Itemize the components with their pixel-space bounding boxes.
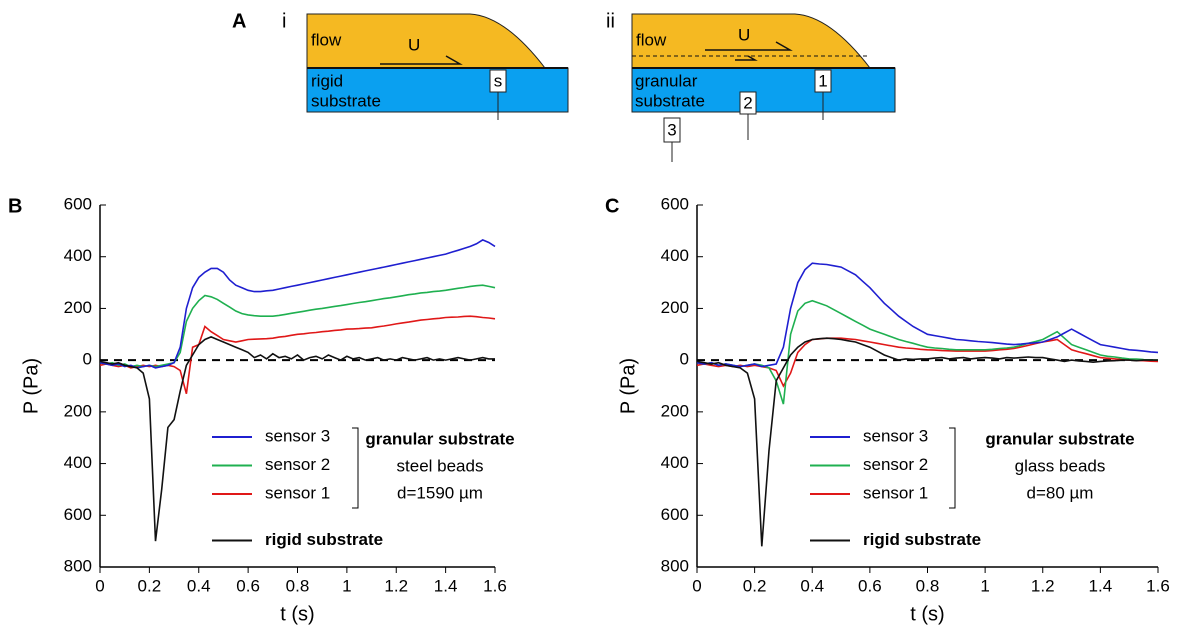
subpanel-label: i (282, 10, 286, 32)
velocity-arrow (735, 55, 758, 61)
x-tick-label: 0 (95, 576, 104, 595)
x-tick-label: 1.6 (483, 576, 507, 595)
data-line (696, 262, 1159, 368)
sensor-label: 3 (667, 120, 676, 139)
y-tick-label: 600 (64, 505, 92, 524)
legend-bracket (949, 427, 956, 509)
substrate (306, 67, 569, 113)
x-tick-label: 1 (980, 576, 989, 595)
legend-label: sensor 3 (863, 426, 928, 445)
sensor-box (663, 117, 681, 143)
x-tick-label: 0.4 (187, 576, 211, 595)
y-tick-label: 200 (64, 401, 92, 420)
x-axis-label: t (s) (280, 603, 314, 625)
y-tick-label: 800 (661, 556, 689, 575)
y-tick-label: 400 (661, 246, 689, 265)
x-tick-label: 0.8 (916, 576, 940, 595)
sensor-box (814, 69, 832, 93)
legend-label: sensor 3 (265, 426, 330, 445)
x-axis-label: t (s) (910, 603, 944, 625)
x-tick-label: 0.6 (236, 576, 260, 595)
flow-label: flow (311, 30, 342, 49)
data-line (696, 337, 1158, 547)
legend-label: sensor 2 (265, 455, 330, 474)
velocity-arrow (380, 55, 463, 65)
velocity-label: U (408, 35, 420, 54)
y-tick-label: 200 (64, 298, 92, 317)
substrate-label: granular (635, 71, 698, 90)
sensor-label: s (494, 71, 503, 90)
data-line (99, 284, 496, 368)
flow-label: flow (636, 30, 667, 49)
legend-label: sensor 1 (265, 483, 330, 502)
legend-label: rigid substrate (265, 530, 383, 549)
velocity-arrow (705, 41, 793, 51)
data-line (99, 238, 496, 369)
substrate (631, 67, 896, 113)
x-tick-label: 1.6 (1146, 576, 1170, 595)
legend-label: sensor 2 (863, 455, 928, 474)
substrate-label: rigid (311, 71, 343, 90)
y-tick-label: 0 (83, 350, 92, 369)
diagram: A i flow U rigid substrate s ii flow U g… (232, 10, 896, 162)
x-tick-label: 0 (692, 576, 701, 595)
sensor-box (739, 91, 757, 115)
y-tick-label: 600 (661, 194, 689, 213)
x-tick-label: 0.2 (138, 576, 162, 595)
x-tick-label: 0.4 (800, 576, 824, 595)
data-line (99, 336, 495, 542)
x-tick-label: 1 (342, 576, 351, 595)
annotation: granular substrate (985, 429, 1134, 448)
velocity-label: U (738, 25, 750, 44)
subpanel-label: ii (606, 10, 615, 32)
y-axis-label: P (Pa) (617, 358, 639, 414)
sensor-label: 1 (818, 71, 827, 90)
x-tick-label: 0.2 (743, 576, 767, 595)
x-tick-label: 1.2 (1031, 576, 1055, 595)
annotation: d=80 µm (1027, 483, 1094, 502)
data-line (696, 299, 1159, 405)
data-line (696, 337, 1159, 388)
y-tick-label: 0 (680, 350, 689, 369)
panel-label: B (8, 195, 22, 217)
sensor-box (489, 69, 507, 93)
y-tick-label: 200 (661, 401, 689, 420)
y-tick-label: 800 (64, 556, 92, 575)
panel-label: A (232, 10, 246, 32)
y-tick-label: 600 (661, 505, 689, 524)
sensor-label: 2 (743, 93, 752, 112)
y-tick-label: 400 (64, 246, 92, 265)
annotation: d=1590 µm (397, 483, 483, 502)
annotation: steel beads (397, 456, 484, 475)
substrate-label: substrate (311, 91, 381, 110)
flow-shape (306, 13, 547, 69)
x-tick-label: 1.4 (1089, 576, 1113, 595)
annotation: granular substrate (365, 429, 514, 448)
substrate-label: substrate (635, 91, 705, 110)
x-tick-label: 0.6 (858, 576, 882, 595)
y-axis-label: P (Pa) (20, 358, 42, 414)
y-tick-label: 400 (661, 453, 689, 472)
legend-bracket (352, 427, 359, 509)
x-tick-label: 0.8 (286, 576, 310, 595)
x-tick-label: 1.2 (384, 576, 408, 595)
annotation: glass beads (1015, 456, 1106, 475)
panel-label: C (605, 195, 619, 217)
x-tick-label: 1.4 (434, 576, 458, 595)
y-tick-label: 200 (661, 298, 689, 317)
y-tick-label: 600 (64, 194, 92, 213)
legend-label: sensor 1 (863, 483, 928, 502)
legend-label: rigid substrate (863, 530, 981, 549)
y-tick-label: 400 (64, 453, 92, 472)
